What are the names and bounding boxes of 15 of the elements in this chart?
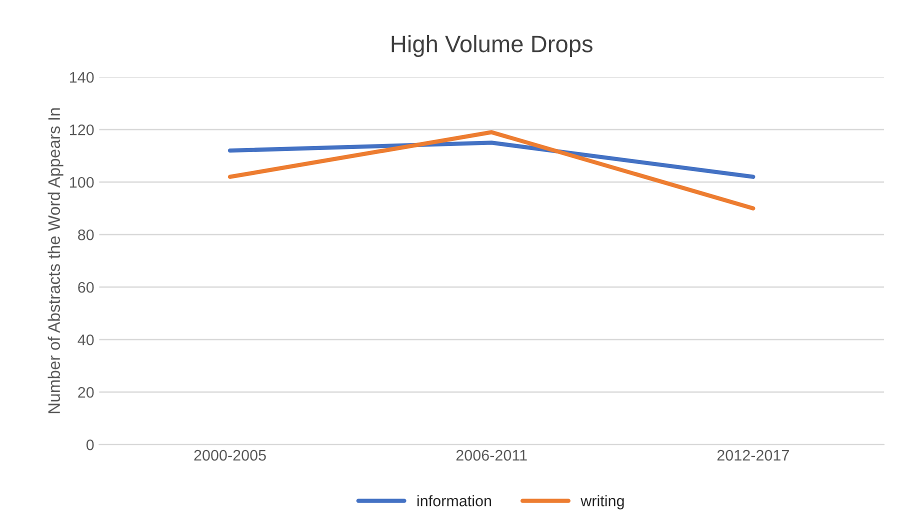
- y-tick-label: 80: [78, 229, 94, 240]
- y-tick-label: 120: [70, 124, 94, 136]
- y-tick-label: 40: [78, 334, 94, 346]
- y-tick-label: 20: [78, 386, 94, 398]
- legend-label: writing: [580, 495, 624, 510]
- chart-title: High Volume Drops: [392, 34, 592, 57]
- x-tick-label: 2000-2005: [194, 450, 266, 461]
- x-tick-label: 2012-2017: [717, 450, 789, 461]
- y-tick-label: 100: [70, 176, 94, 188]
- y-tick-label: 140: [70, 72, 94, 83]
- y-tick-label: 0: [86, 439, 94, 450]
- y-tick-label: 60: [78, 282, 94, 293]
- x-tick-label: 2006-2011: [456, 450, 527, 461]
- legend-label: information: [417, 495, 492, 506]
- y-axis-title: Number of Abstracts the Word Appears In: [48, 108, 64, 414]
